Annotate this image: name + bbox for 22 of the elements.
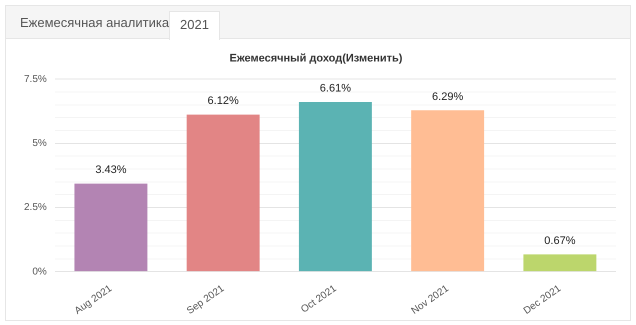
- bar: [298, 102, 372, 272]
- y-tick-label: 7.5%: [24, 74, 47, 85]
- x-tick-label: Oct 2021: [299, 282, 340, 316]
- data-label: 3.43%: [95, 164, 127, 176]
- data-label: 6.12%: [208, 95, 239, 108]
- bar: [186, 114, 260, 272]
- y-tick-label: 5%: [32, 138, 47, 150]
- y-tick-label: 0%: [32, 266, 47, 278]
- data-label: 6.29%: [432, 90, 464, 103]
- data-label: 6.61%: [320, 82, 352, 95]
- bar: [411, 110, 484, 272]
- text: 2021: [169, 11, 220, 40]
- bar: [523, 254, 596, 272]
- y-tick-label: 2.5%: [24, 202, 47, 214]
- x-tick-label: Aug 2021: [72, 282, 115, 317]
- chart-title: Ежемесячный доход(Изменить): [230, 52, 403, 65]
- x-tick-label: Dec 2021: [522, 282, 564, 317]
- x-tick-label: Nov 2021: [410, 282, 452, 317]
- data-label: 0.67%: [544, 234, 576, 247]
- bar: [74, 184, 148, 272]
- text: Ежемесячная аналитика: [19, 14, 170, 32]
- x-tick-label: Sep 2021: [185, 282, 227, 317]
